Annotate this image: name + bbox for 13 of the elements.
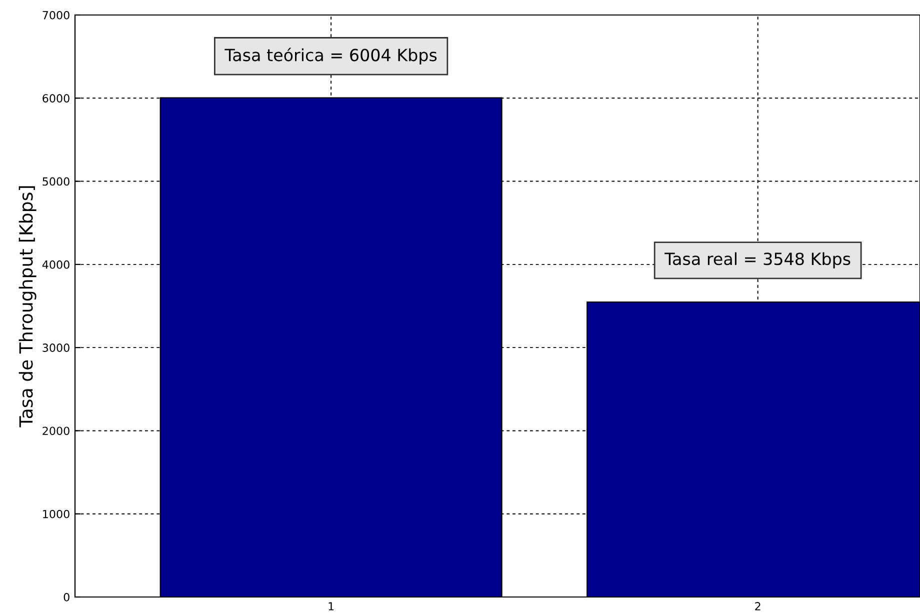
y-tick-label: 7000	[42, 10, 70, 20]
y-tick-label: 1000	[43, 510, 70, 518]
x-tick-label: 1	[328, 602, 334, 610]
annotation: Tasa real = 3548 Kbps	[664, 252, 850, 268]
y-axis-title: Tasa de Throughput [Kbps]	[18, 186, 36, 428]
y-tick-label: 6000	[42, 94, 70, 103]
y-tick-label: 3000	[42, 344, 70, 352]
y-tick-label: 5000	[42, 177, 70, 186]
annotation: Tasa teórica = 6004 Kbps	[224, 48, 437, 65]
y-tick-label: 4000	[42, 260, 70, 269]
y-tick-label: 0	[64, 592, 70, 602]
x-tick-label: 2	[755, 602, 760, 610]
y-tick-label: 2000	[42, 426, 70, 436]
